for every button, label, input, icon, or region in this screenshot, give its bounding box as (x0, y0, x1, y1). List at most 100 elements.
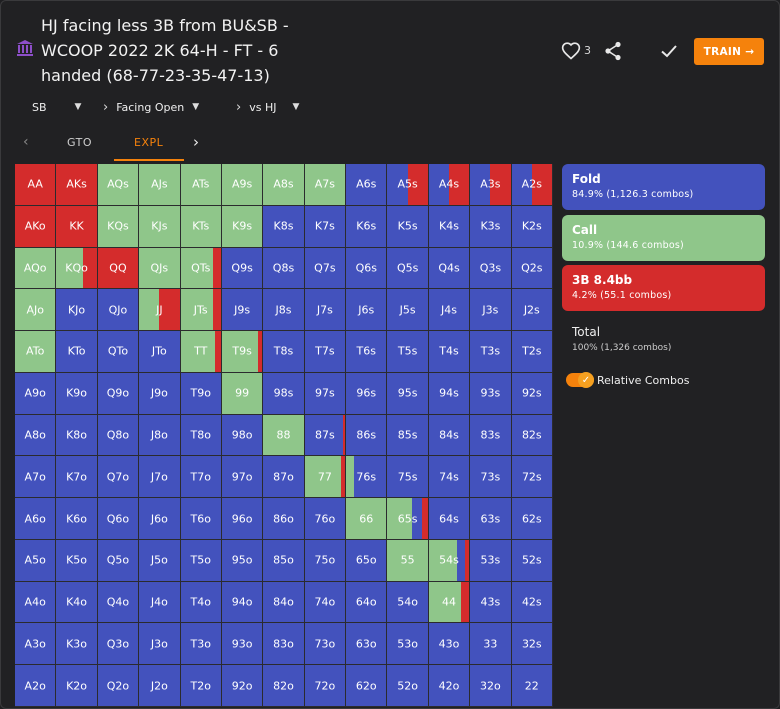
action-selector[interactable]: › Facing Open ▼ (103, 98, 199, 116)
hand-cell[interactable]: 22 (511, 665, 553, 707)
hand-cell[interactable]: 87o (263, 456, 305, 499)
hand-cell[interactable]: K4s (428, 205, 471, 248)
hand-cell[interactable]: 64s (428, 498, 471, 540)
hand-cell[interactable]: A2o (15, 665, 57, 707)
hand-cell[interactable]: 96o (221, 498, 264, 540)
hand-cell[interactable]: AJo (15, 289, 57, 332)
hand-cell[interactable]: KTo (56, 331, 98, 373)
hand-cell[interactable]: 54o (387, 581, 429, 624)
relative-combos-toggle[interactable]: ✓ (566, 372, 594, 388)
legend-threebet[interactable]: 3B 8.4bb 4.2% (55.1 combos) (562, 265, 765, 311)
hand-cell[interactable]: A8o (15, 414, 57, 457)
hand-cell[interactable]: T5s (387, 331, 429, 373)
hand-cell[interactable]: J6o (139, 498, 181, 540)
check-icon[interactable] (660, 42, 678, 60)
hand-cell[interactable]: Q2o (97, 665, 140, 707)
hand-cell[interactable]: K4o (56, 581, 98, 624)
tab-expl[interactable]: EXPL (134, 136, 164, 149)
hand-cell[interactable]: A5o (15, 539, 57, 582)
heart-icon[interactable] (561, 41, 581, 61)
hand-cell[interactable]: K5o (56, 539, 98, 582)
hand-cell[interactable]: KK (56, 205, 98, 248)
hand-cell[interactable]: K6o (56, 498, 98, 540)
hand-cell[interactable]: T7o (180, 456, 222, 499)
hand-cell[interactable]: Q4s (428, 247, 471, 290)
hand-cell[interactable]: 86s (346, 414, 388, 457)
hand-cell[interactable]: T8s (263, 331, 305, 373)
hand-cell[interactable]: 32o (470, 665, 512, 707)
hand-cell[interactable]: J3o (139, 623, 181, 666)
hand-cell[interactable]: J8o (139, 414, 181, 457)
hand-cell[interactable]: K9s (221, 205, 264, 248)
hand-cell[interactable]: K2s (511, 205, 553, 248)
opponent-selector[interactable]: › vs HJ ▼ (236, 98, 299, 116)
hand-cell[interactable]: Q3o (97, 623, 140, 666)
hand-cell[interactable]: 93s (470, 372, 512, 415)
tab-next-icon[interactable]: › (193, 133, 199, 151)
hand-cell[interactable]: Q7s (304, 247, 347, 290)
train-button[interactable]: TRAIN → (694, 38, 764, 65)
share-icon[interactable] (604, 41, 622, 61)
hand-cell[interactable]: T7s (304, 331, 347, 373)
hand-cell[interactable]: 33 (470, 623, 512, 666)
hand-cell[interactable]: J4o (139, 581, 181, 624)
hand-cell[interactable]: A6s (346, 164, 388, 206)
hand-cell[interactable]: J7s (304, 289, 347, 332)
hand-cell[interactable]: QTo (97, 331, 140, 373)
hand-cell[interactable]: J4s (428, 289, 471, 332)
hand-cell[interactable]: K2o (56, 665, 98, 707)
hand-cell[interactable]: T3s (470, 331, 512, 373)
hand-cell[interactable]: 85o (263, 539, 305, 582)
hand-cell[interactable]: QJs (139, 247, 181, 290)
hand-cell[interactable]: 77 (304, 456, 347, 499)
hand-cell[interactable]: 43s (470, 581, 512, 624)
position-selector[interactable]: SB ▼ (32, 98, 81, 116)
hand-cell[interactable]: J2o (139, 665, 181, 707)
hand-cell[interactable]: T2o (180, 665, 222, 707)
legend-call[interactable]: Call 10.9% (144.6 combos) (562, 215, 765, 261)
hand-cell[interactable]: 94s (428, 372, 471, 415)
hand-cell[interactable]: 44 (428, 581, 471, 624)
hand-cell[interactable]: Q8o (97, 414, 140, 457)
hand-cell[interactable]: 93o (221, 623, 264, 666)
hand-cell[interactable]: Q5s (387, 247, 429, 290)
hand-cell[interactable]: TT (180, 331, 222, 373)
hand-cell[interactable]: Q5o (97, 539, 140, 582)
hand-cell[interactable]: ATs (180, 164, 222, 206)
hand-cell[interactable]: KQo (56, 247, 98, 290)
hand-cell[interactable]: J8s (263, 289, 305, 332)
hand-cell[interactable]: 72s (511, 456, 553, 499)
hand-cell[interactable]: 55 (387, 539, 429, 582)
hand-cell[interactable]: K6s (346, 205, 388, 248)
hand-cell[interactable]: 76o (304, 498, 347, 540)
hand-cell[interactable]: AQo (15, 247, 57, 290)
hand-cell[interactable]: T9s (221, 331, 264, 373)
hand-cell[interactable]: K7o (56, 456, 98, 499)
hand-cell[interactable]: 92s (511, 372, 553, 415)
hand-cell[interactable]: Q6s (346, 247, 388, 290)
hand-cell[interactable]: JTs (180, 289, 222, 332)
hand-cell[interactable]: 98o (221, 414, 264, 457)
hand-cell[interactable]: 86o (263, 498, 305, 540)
hand-cell[interactable]: KJs (139, 205, 181, 248)
hand-cell[interactable]: JJ (139, 289, 181, 332)
hand-cell[interactable]: J6s (346, 289, 388, 332)
hand-cell[interactable]: Q2s (511, 247, 553, 290)
hand-cell[interactable]: J5s (387, 289, 429, 332)
hand-cell[interactable]: 85s (387, 414, 429, 457)
hand-cell[interactable]: 52o (387, 665, 429, 707)
hand-cell[interactable]: 62o (346, 665, 388, 707)
hand-cell[interactable]: 97o (221, 456, 264, 499)
hand-cell[interactable]: KTs (180, 205, 222, 248)
hand-cell[interactable]: 74s (428, 456, 471, 499)
hand-cell[interactable]: A3o (15, 623, 57, 666)
hand-cell[interactable]: Q3s (470, 247, 512, 290)
hand-cell[interactable]: A9s (221, 164, 264, 206)
hand-cell[interactable]: A7s (304, 164, 347, 206)
hand-cell[interactable]: 73s (470, 456, 512, 499)
hand-cell[interactable]: AA (15, 164, 57, 206)
hand-cell[interactable]: Q6o (97, 498, 140, 540)
hand-cell[interactable]: AQs (97, 164, 140, 206)
hand-cell[interactable]: 98s (263, 372, 305, 415)
hand-cell[interactable]: T2s (511, 331, 553, 373)
